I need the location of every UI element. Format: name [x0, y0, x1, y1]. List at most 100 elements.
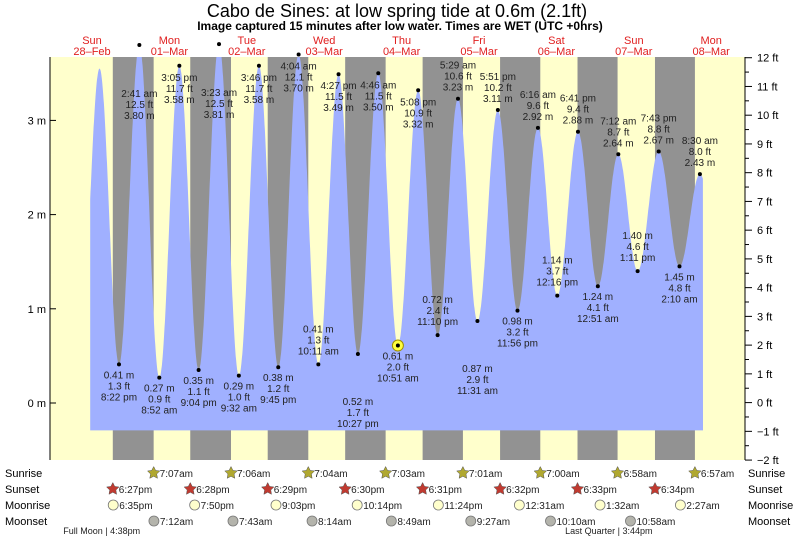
low-tide-point — [555, 293, 560, 298]
low-tide-feet: 4.8 ft — [668, 283, 690, 294]
high-tide-point — [177, 63, 182, 68]
low-tide-time: 11:56 pm — [497, 339, 538, 350]
sunset-time: 6:31pm — [429, 485, 462, 496]
moonset-time: 7:12am — [160, 517, 193, 528]
low-tide-feet: 1.3 ft — [307, 335, 329, 346]
low-tide-feet: 4.1 ft — [587, 303, 609, 314]
high-tide-point — [535, 125, 540, 130]
low-tide-point — [635, 269, 640, 274]
day-date-label: 06–Mar — [538, 46, 576, 58]
sunrise-star-icon — [533, 465, 548, 479]
high-tide-time: 3:23 am — [201, 88, 237, 99]
sunset-time: 6:27pm — [119, 485, 152, 496]
sunrise-row-label-left: Sunrise — [5, 468, 42, 480]
low-tide-time: 12:51 am — [577, 314, 619, 325]
high-tide-feet: 10.9 ft — [404, 108, 432, 119]
high-tide-point — [336, 72, 341, 77]
low-tide-point — [316, 362, 321, 367]
sunrise-row-label-right: Sunrise — [748, 468, 785, 480]
sunrise-star-icon — [378, 465, 393, 479]
low-tide-point — [515, 308, 520, 313]
high-tide-point — [575, 129, 580, 134]
day-date-label: 03–Mar — [306, 46, 344, 58]
day-name-label: Sun — [82, 35, 102, 47]
day-name-label: Sun — [624, 35, 644, 47]
sunrise-time: 7:03am — [392, 469, 425, 480]
day-name-label: Fri — [473, 35, 486, 47]
moonrise-time: 9:03pm — [282, 501, 315, 512]
low-tide-time: 11:31 am — [457, 386, 498, 397]
day-name-label: Sat — [548, 35, 565, 47]
sunset-star-icon — [570, 481, 585, 495]
moonset-time: 7:43am — [239, 517, 272, 528]
day-date-label: 28–Feb — [73, 46, 110, 58]
sunset-star-icon — [106, 481, 120, 495]
day-date-label: 02–Mar — [228, 46, 266, 58]
high-tide-time: 5:29 am — [440, 61, 476, 72]
high-tide-point — [256, 63, 261, 68]
low-tide-feet: 4.6 ft — [626, 242, 648, 253]
high-tide-feet: 12.1 ft — [285, 73, 313, 84]
right-tick-label: 3 ft — [757, 311, 772, 323]
low-tide-point — [595, 284, 600, 289]
moonset-time: 10:10am — [556, 517, 595, 528]
high-tide-time: 4:27 pm — [320, 81, 356, 92]
high-tide-point — [656, 149, 661, 154]
tide-level-area — [90, 57, 703, 431]
high-tide-feet: 12.5 ft — [205, 99, 233, 110]
left-tick-label: 2 m — [28, 210, 46, 222]
low-tide-time: 1:11 pm — [620, 253, 655, 264]
right-tick-label: 11 ft — [757, 81, 778, 93]
low-tide-feet: 0.9 ft — [148, 395, 170, 406]
sunset-row-label-left: Sunset — [5, 484, 39, 496]
day-name-label: Mon — [159, 35, 180, 47]
moonrise-time: 11:24pm — [444, 501, 482, 512]
high-tide-meters: 3.70 m — [283, 84, 314, 95]
low-tide-point — [355, 352, 360, 357]
low-tide-feet: 2.0 ft — [387, 363, 409, 374]
moonrise-time: 7:50pm — [201, 501, 234, 512]
low-tide-meters: 0.52 m — [343, 397, 374, 408]
low-tide-feet: 3.7 ft — [546, 267, 568, 278]
moonrise-time: 6:35pm — [119, 501, 152, 512]
high-tide-time: 5:51 pm — [480, 72, 516, 83]
low-tide-point — [116, 362, 121, 367]
high-tide-meters: 3.32 m — [403, 119, 434, 130]
day-date-label: 05–Mar — [460, 46, 498, 58]
moonset-time: 8:49am — [397, 517, 430, 528]
right-tick-label: −1 ft — [757, 426, 779, 438]
moonset-moon-icon — [385, 515, 397, 527]
high-tide-point — [616, 152, 621, 157]
sunset-star-icon — [648, 481, 662, 495]
high-tide-point — [455, 96, 460, 101]
moonrise-time: 2:27am — [686, 501, 719, 512]
high-tide-time: 8:30 am — [682, 136, 718, 147]
low-tide-meters: 0.41 m — [303, 324, 334, 335]
low-tide-point — [677, 264, 682, 269]
moonrise-moon-icon — [513, 499, 525, 511]
day-name-label: Thu — [392, 35, 411, 47]
low-tide-feet: 2.9 ft — [466, 375, 488, 386]
sunrise-time: 6:58am — [624, 469, 657, 480]
moonrise-moon-icon — [675, 499, 686, 511]
low-tide-feet: 1.1 ft — [188, 387, 210, 398]
right-tick-label: 0 ft — [757, 398, 772, 410]
right-tick-label: 4 ft — [757, 283, 772, 295]
low-tide-time: 2:10 am — [661, 294, 697, 305]
high-tide-feet: 9.4 ft — [567, 105, 589, 116]
high-tide-time: 3:46 pm — [241, 73, 277, 84]
high-tide-meters: 2.92 m — [523, 112, 554, 123]
sunset-star-icon — [493, 481, 507, 495]
moonset-moon-icon — [148, 515, 160, 527]
low-tide-time: 8:52 am — [141, 406, 177, 417]
moon-phase-label: Full Moon | 4:38pm — [63, 526, 140, 536]
high-tide-time: 6:41 pm — [560, 94, 596, 105]
moonset-time: 9:27am — [477, 517, 510, 528]
high-tide-point — [376, 71, 381, 76]
low-tide-meters: 0.98 m — [502, 317, 533, 328]
moonrise-time: 12:31am — [525, 501, 564, 512]
sunrise-time: 7:06am — [237, 469, 270, 480]
low-tide-time: 8:22 pm — [101, 392, 137, 403]
